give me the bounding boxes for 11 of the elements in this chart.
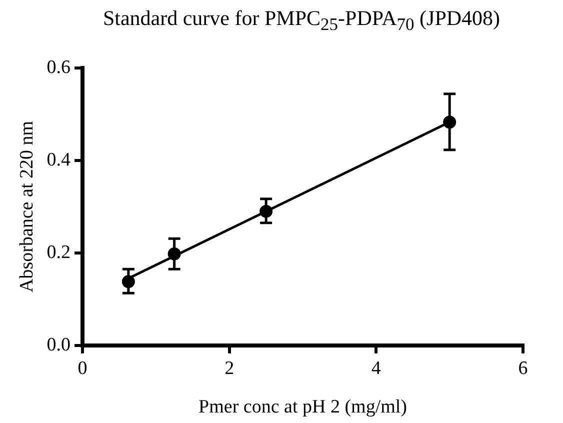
y-axis-title: Absorbance at 220 nm <box>16 120 38 292</box>
y-tick-label: 0.2 <box>46 242 71 263</box>
x-tick-label: 6 <box>518 358 528 379</box>
x-tick-label: 2 <box>224 358 234 379</box>
y-tick-label: 0.6 <box>46 56 71 78</box>
y-tick-label: 0.4 <box>46 149 72 170</box>
chart-title: Standard curve for PMPC$_{25}$-PDPA$_{70}$ (JPD408) <box>102 6 502 36</box>
x-tick-label: 0 <box>78 358 88 379</box>
y-tick-label: 0.0 <box>46 334 71 356</box>
x-tick-label: 4 <box>371 358 382 379</box>
x-axis-title: Pmer conc at pH 2 (mg/ml) <box>198 396 407 418</box>
